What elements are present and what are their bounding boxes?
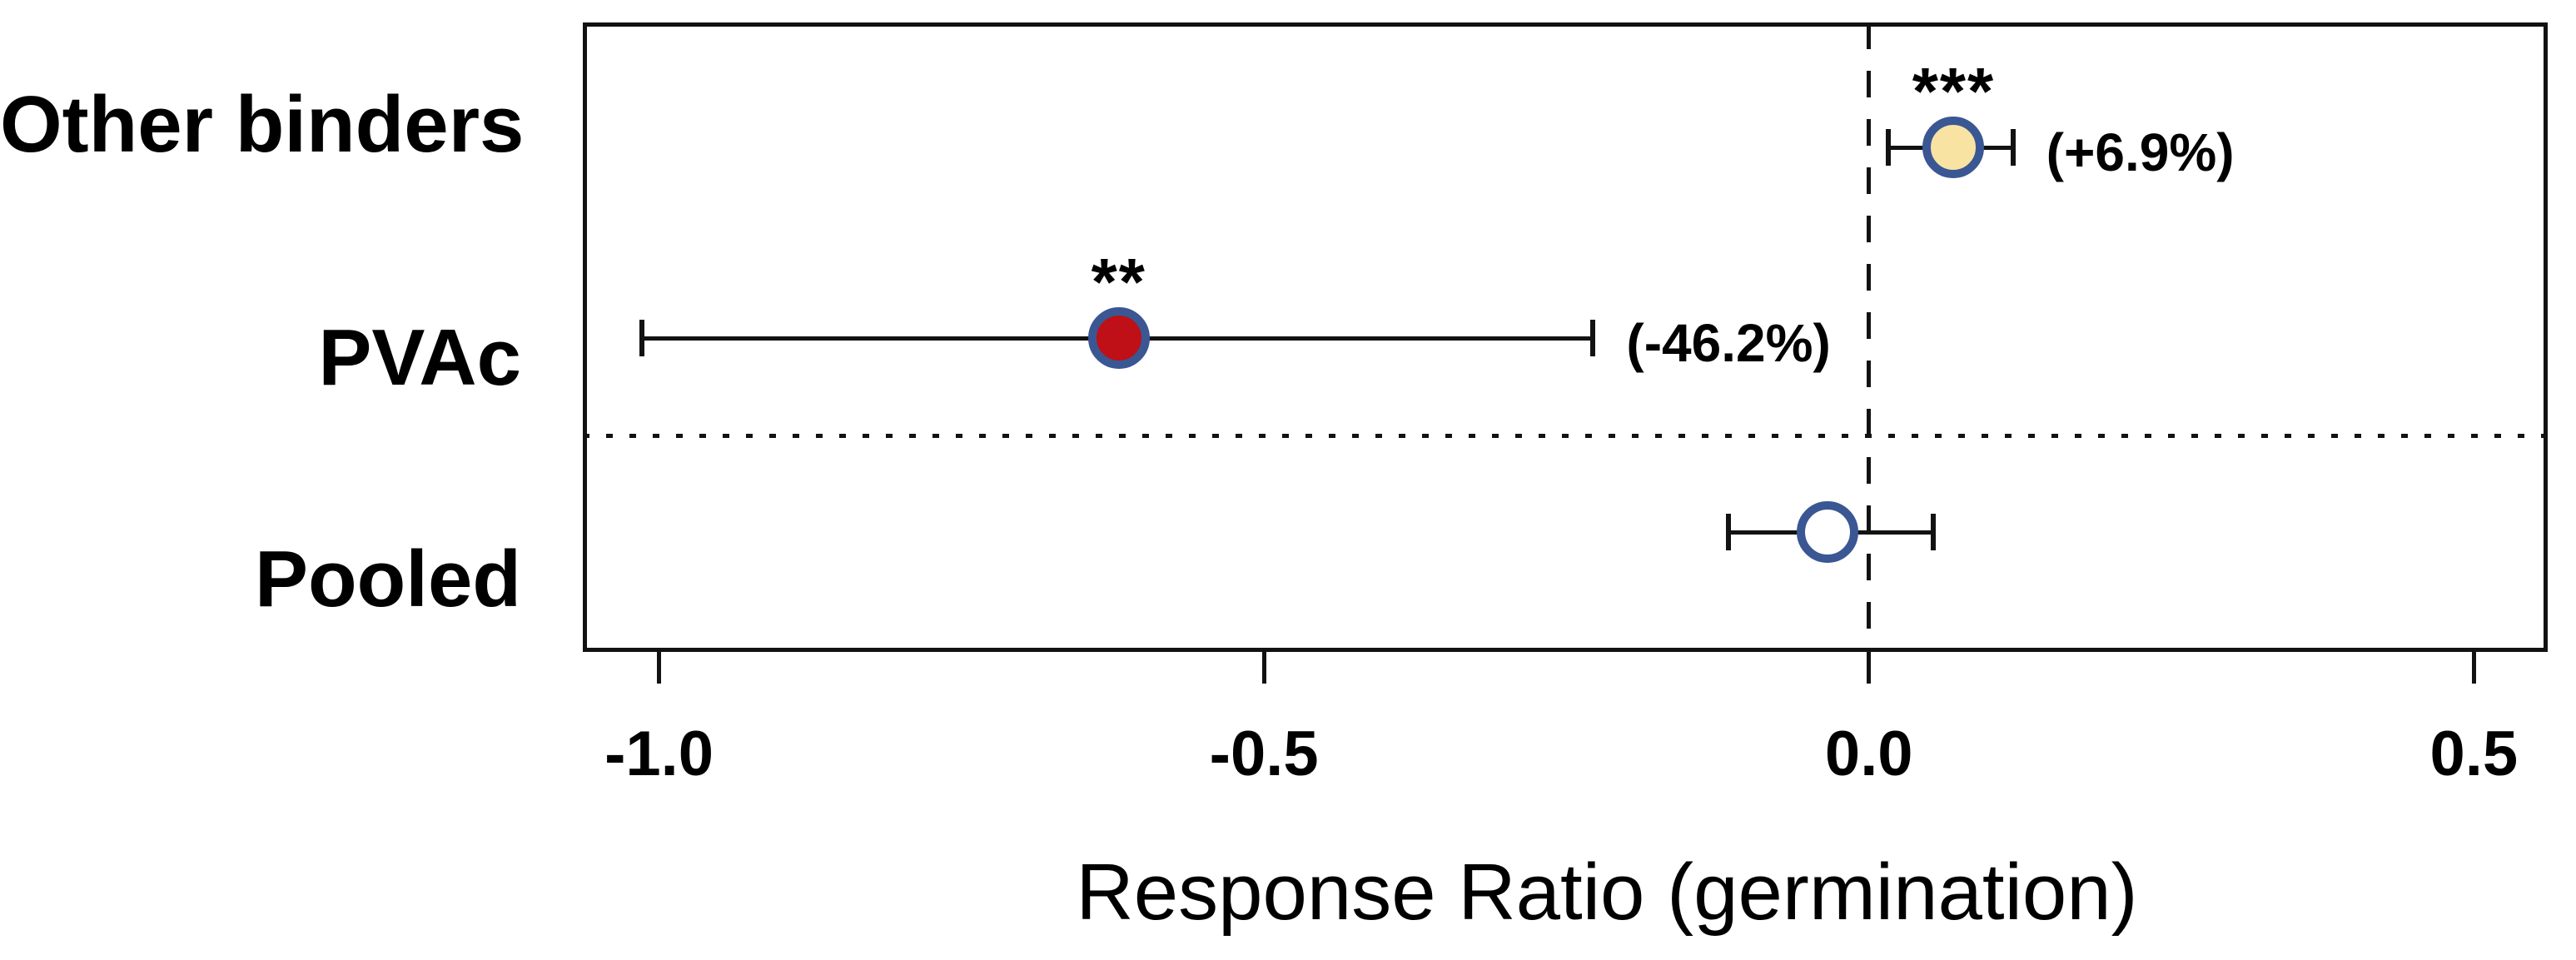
x-axis-title: Response Ratio (germination) — [1076, 848, 2138, 937]
separator-line — [583, 433, 2548, 438]
x-axis-tick-label: -0.5 — [1209, 719, 1319, 789]
x-axis-tick — [2471, 652, 2476, 684]
effect-size-label: (+6.9%) — [2046, 122, 2235, 182]
category-label: Pooled — [254, 535, 521, 624]
error-bar-cap-right — [2010, 129, 2016, 166]
data-point-marker — [1797, 501, 1859, 563]
error-bar-cap-left — [1726, 514, 1732, 550]
category-label: PVAc — [318, 313, 521, 402]
x-axis-tick — [657, 652, 662, 684]
data-point-marker — [1922, 117, 1985, 178]
data-point-marker — [1087, 307, 1150, 369]
x-axis-tick-label: 0.5 — [2429, 719, 2519, 789]
significance-stars: *** — [1912, 54, 1996, 128]
x-axis-tick — [1261, 652, 1266, 684]
x-axis-tick-label: 0.0 — [1824, 719, 1913, 789]
zero-reference-line — [1867, 22, 1872, 652]
significance-stars: ** — [1091, 245, 1146, 319]
effect-size-label: (-46.2%) — [1626, 313, 1831, 373]
error-bar-cap-right — [1590, 320, 1596, 356]
category-label: Other binders — [0, 80, 525, 169]
error-bar-cap-right — [1930, 514, 1936, 550]
x-axis-tick — [1867, 652, 1872, 684]
x-axis-tick-label: -1.0 — [604, 719, 714, 789]
error-bar-cap-left — [639, 320, 645, 356]
error-bar-cap-left — [1886, 129, 1891, 166]
plot-border — [583, 22, 2548, 652]
